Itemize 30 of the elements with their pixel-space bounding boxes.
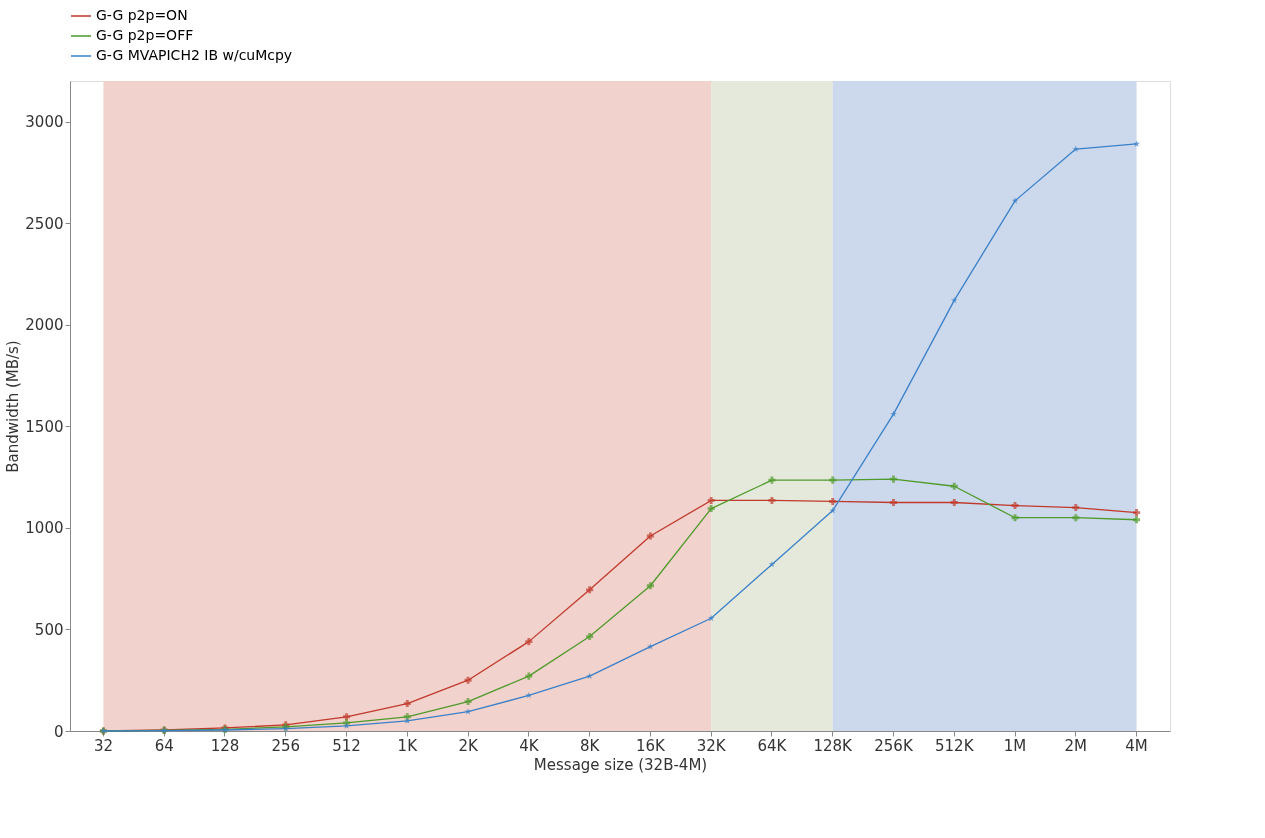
x-tick-label: 32K: [696, 736, 727, 755]
x-tick-label: 512: [332, 736, 361, 755]
x-tick-label: 4M: [1125, 736, 1148, 755]
x-tick-label: 4K: [519, 736, 540, 755]
y-tick-label: 1500: [25, 417, 64, 436]
x-tick-label: 256K: [874, 736, 914, 755]
x-tick-label: 1M: [1003, 736, 1027, 755]
legend-label: G-G p2p=OFF: [96, 27, 194, 43]
y-tick-label: 500: [34, 620, 64, 639]
x-tick-label: 64: [154, 736, 174, 755]
x-tick-label: 2M: [1064, 736, 1088, 755]
x-tick-label: 128K: [813, 736, 854, 755]
x-tick-label: 256: [271, 736, 301, 755]
x-axis-title: Message size (32B-4M): [533, 755, 708, 774]
y-tick-label: 2000: [25, 316, 64, 335]
legend-label: G-G MVAPICH2 IB w/cuMcpy: [96, 47, 293, 63]
x-tick-label: 64K: [757, 736, 788, 755]
y-tick-label: 1000: [25, 519, 64, 538]
y-tick-label: 2500: [25, 214, 64, 233]
x-tick-label: 512K: [935, 736, 975, 755]
legend-label: G-G p2p=ON: [96, 7, 188, 23]
x-tick-label: 1K: [397, 736, 419, 755]
x-tick-label: 16K: [635, 736, 666, 755]
y-tick-label: 0: [53, 722, 64, 741]
x-tick-label: 8K: [579, 736, 601, 755]
y-tick-label: 3000: [25, 113, 64, 132]
y-axis-title: Bandwidth (MB/s): [4, 340, 23, 473]
x-tick-label: 32: [93, 736, 113, 755]
x-tick-label: 128: [210, 736, 240, 755]
x-tick-label: 2K: [458, 736, 479, 755]
